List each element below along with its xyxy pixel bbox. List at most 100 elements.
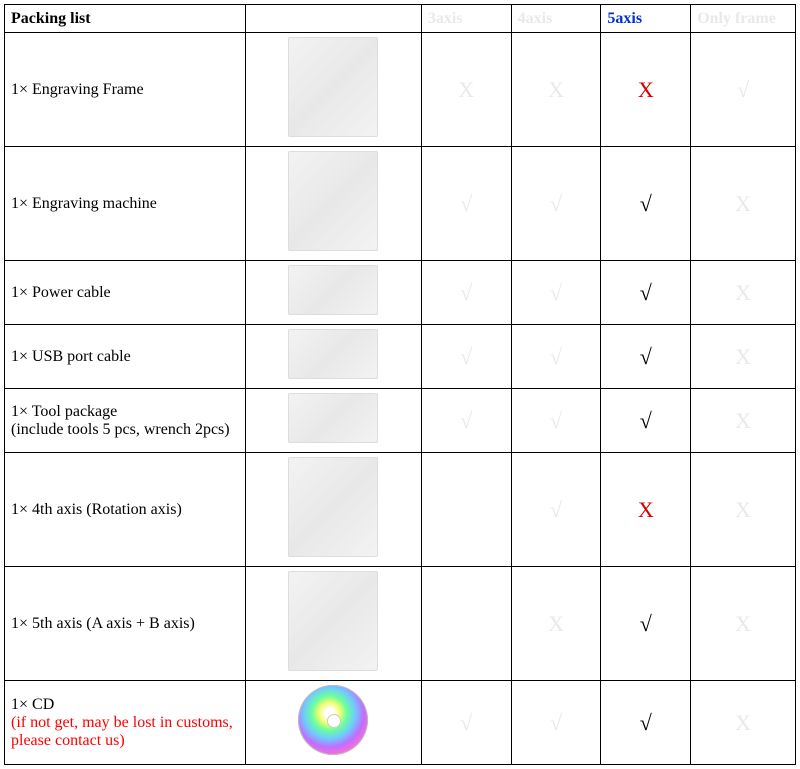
header-row: Packing list 3axis 4axis 5axis Only fram… bbox=[5, 5, 796, 33]
product-image-placeholder bbox=[288, 571, 378, 671]
mark-cell: X bbox=[691, 147, 796, 261]
mark-cell bbox=[421, 567, 511, 681]
mark: X bbox=[735, 408, 751, 433]
item-label-cell: 1× USB port cable bbox=[5, 325, 246, 389]
item-note: (if not get, may be lost in customs, ple… bbox=[11, 714, 239, 750]
mark: X bbox=[735, 611, 751, 636]
item-image-cell bbox=[245, 681, 421, 765]
mark: √ bbox=[550, 497, 562, 522]
mark: X bbox=[548, 611, 564, 636]
col-label: 5axis bbox=[607, 10, 642, 27]
mark-cell: √ bbox=[511, 681, 601, 765]
mark-cell: √ bbox=[421, 681, 511, 765]
mark-cell: √ bbox=[421, 261, 511, 325]
item-label: 1× 4th axis (Rotation axis) bbox=[11, 501, 239, 519]
mark-cell: X bbox=[691, 453, 796, 567]
mark-cell: √ bbox=[511, 325, 601, 389]
item-image-cell bbox=[245, 325, 421, 389]
mark: √ bbox=[640, 344, 652, 369]
mark-cell: √ bbox=[691, 33, 796, 147]
mark-cell: X bbox=[601, 453, 691, 567]
mark-cell: √ bbox=[601, 261, 691, 325]
item-label-cell: 1× Engraving Frame bbox=[5, 33, 246, 147]
mark-cell: √ bbox=[511, 147, 601, 261]
mark: √ bbox=[640, 191, 652, 216]
packing-list-table: Packing list 3axis 4axis 5axis Only fram… bbox=[4, 4, 796, 765]
mark: √ bbox=[550, 408, 562, 433]
mark-cell: X bbox=[691, 681, 796, 765]
item-image-cell bbox=[245, 261, 421, 325]
mark: X bbox=[735, 710, 751, 735]
mark: √ bbox=[550, 280, 562, 305]
item-label: 1× 5th axis (A axis + B axis) bbox=[11, 615, 239, 633]
mark: √ bbox=[640, 408, 652, 433]
table-row: 1× 4th axis (Rotation axis) √ X X bbox=[5, 453, 796, 567]
mark-cell: X bbox=[511, 33, 601, 147]
item-label-cell: 1× Tool package(include tools 5 pcs, wre… bbox=[5, 389, 246, 453]
mark-cell bbox=[421, 453, 511, 567]
item-label: 1× Tool package bbox=[11, 403, 239, 421]
item-label: 1× Engraving Frame bbox=[11, 81, 239, 99]
table-row: 1× 5th axis (A axis + B axis) X √ X bbox=[5, 567, 796, 681]
item-image-cell bbox=[245, 389, 421, 453]
product-image-placeholder bbox=[288, 457, 378, 557]
mark: X bbox=[735, 344, 751, 369]
cd-icon bbox=[298, 685, 368, 755]
item-sublabel: (include tools 5 pcs, wrench 2pcs) bbox=[11, 421, 239, 439]
mark: √ bbox=[460, 280, 472, 305]
mark-cell: √ bbox=[421, 389, 511, 453]
col-label: 3axis bbox=[428, 10, 463, 27]
item-label-cell: 1× 5th axis (A axis + B axis) bbox=[5, 567, 246, 681]
mark-cell: X bbox=[511, 567, 601, 681]
item-label: 1× CD bbox=[11, 696, 239, 714]
mark: √ bbox=[460, 344, 472, 369]
mark-cell: √ bbox=[601, 325, 691, 389]
mark-cell: X bbox=[421, 33, 511, 147]
mark-cell: √ bbox=[601, 147, 691, 261]
product-image-placeholder bbox=[288, 37, 378, 137]
table-row: 1× Tool package(include tools 5 pcs, wre… bbox=[5, 389, 796, 453]
item-label-cell: 1× Power cable bbox=[5, 261, 246, 325]
item-label: 1× Power cable bbox=[11, 284, 239, 302]
mark: √ bbox=[460, 408, 472, 433]
item-label: 1× USB port cable bbox=[11, 348, 239, 366]
item-image-cell bbox=[245, 147, 421, 261]
table-row: 1× CD(if not get, may be lost in customs… bbox=[5, 681, 796, 765]
mark: X bbox=[548, 77, 564, 102]
mark: √ bbox=[640, 710, 652, 735]
mark-cell: √ bbox=[421, 325, 511, 389]
product-image-placeholder bbox=[288, 393, 378, 443]
item-image-cell bbox=[245, 453, 421, 567]
item-image-cell bbox=[245, 567, 421, 681]
mark-cell: X bbox=[691, 389, 796, 453]
mark-cell: X bbox=[691, 261, 796, 325]
mark: √ bbox=[640, 280, 652, 305]
mark: X bbox=[458, 77, 474, 102]
mark-cell: √ bbox=[601, 567, 691, 681]
table-row: 1× Power cable √ √ √ X bbox=[5, 261, 796, 325]
mark: √ bbox=[460, 710, 472, 735]
mark: X bbox=[735, 497, 751, 522]
table-row: 1× Engraving FrameXXX√ bbox=[5, 33, 796, 147]
mark: √ bbox=[640, 611, 652, 636]
mark-cell: X bbox=[691, 567, 796, 681]
mark-cell: √ bbox=[511, 261, 601, 325]
item-label-cell: 1× CD(if not get, may be lost in customs… bbox=[5, 681, 246, 765]
product-image-placeholder bbox=[288, 265, 378, 315]
item-label: 1× Engraving machine bbox=[11, 195, 239, 213]
mark-cell: √ bbox=[601, 389, 691, 453]
item-label-cell: 1× 4th axis (Rotation axis) bbox=[5, 453, 246, 567]
mark: X bbox=[735, 280, 751, 305]
mark-cell: √ bbox=[421, 147, 511, 261]
mark: X bbox=[638, 497, 654, 522]
col-label: 4axis bbox=[518, 10, 553, 27]
mark: √ bbox=[550, 710, 562, 735]
image-header bbox=[245, 5, 421, 33]
col-header-5axis: 5axis bbox=[601, 5, 691, 33]
mark-cell: √ bbox=[511, 389, 601, 453]
item-image-cell bbox=[245, 33, 421, 147]
col-header-4axis: 4axis bbox=[511, 5, 601, 33]
product-image-placeholder bbox=[288, 329, 378, 379]
product-image-placeholder bbox=[288, 151, 378, 251]
mark: √ bbox=[550, 191, 562, 216]
